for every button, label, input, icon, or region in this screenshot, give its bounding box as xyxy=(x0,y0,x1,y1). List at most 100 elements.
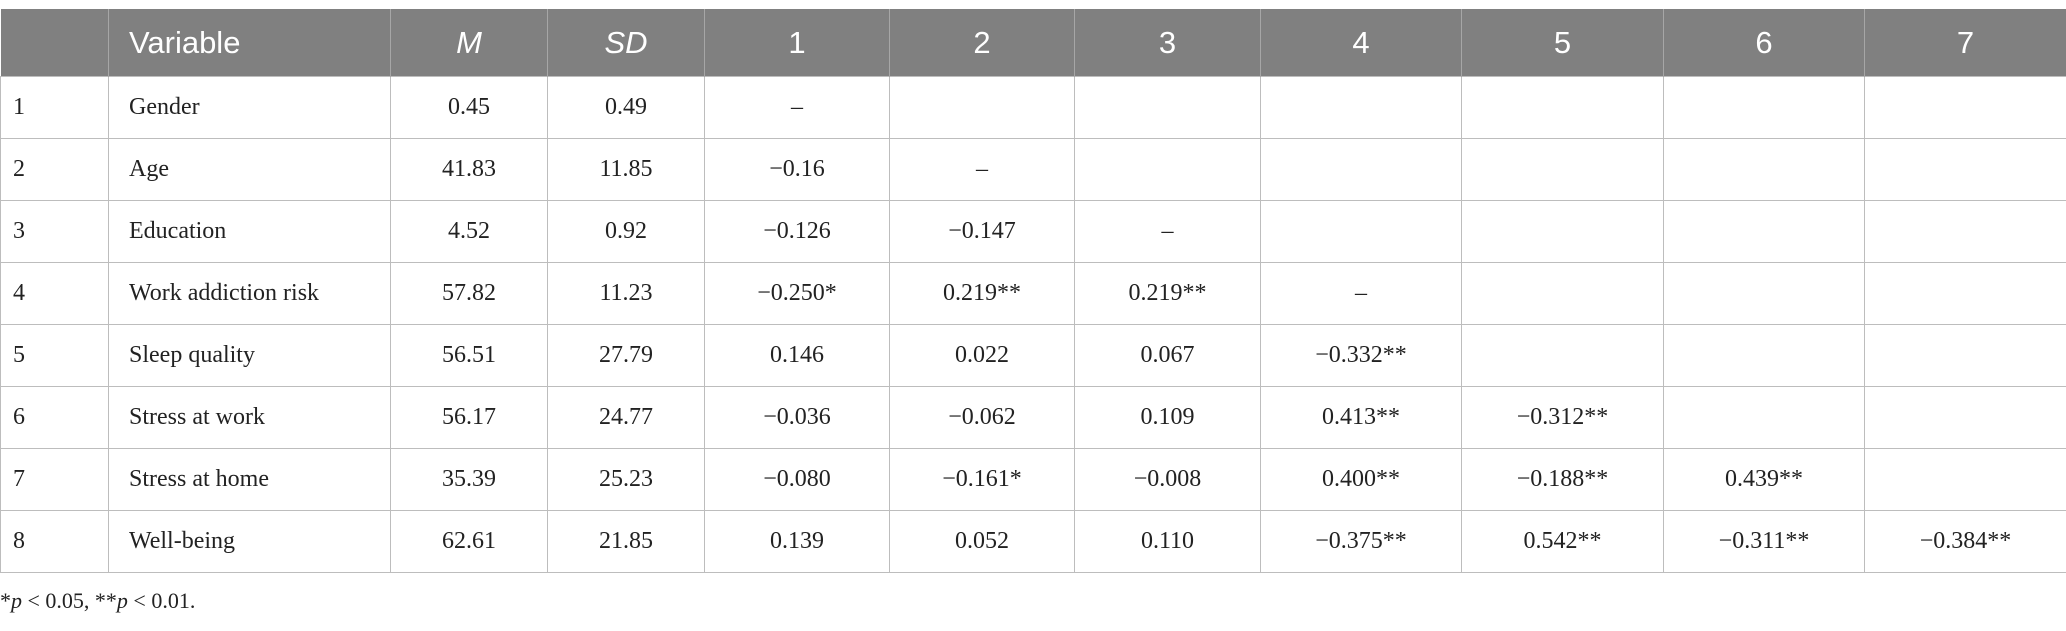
header-cell: 3 xyxy=(1074,9,1261,77)
empty-cell xyxy=(1461,324,1664,387)
table-cell: 35.39 xyxy=(390,448,548,511)
table-cell: Work addiction risk xyxy=(108,262,391,325)
table-cell: −0.384** xyxy=(1864,510,2066,573)
empty-cell xyxy=(1663,262,1865,325)
table-row: 5 Sleep quality 56.51 27.79 0.146 0.022 0.067−… xyxy=(0,324,2066,387)
empty-cell xyxy=(1461,138,1664,201)
table-cell: 56.51 xyxy=(390,324,548,387)
header-cell: SD xyxy=(547,9,705,77)
table-cell: 0.219** xyxy=(1074,262,1261,325)
header-cell: 2 xyxy=(889,9,1075,77)
footnote-part: p xyxy=(11,588,22,613)
table-cell: 11.85 xyxy=(547,138,705,201)
footnote-part: p xyxy=(116,588,128,613)
empty-cell xyxy=(1864,200,2066,263)
table-cell: Gender xyxy=(108,76,391,139)
table-row: 2 Age 41.83 11.85 −0.16– xyxy=(0,138,2066,201)
empty-cell xyxy=(1461,200,1664,263)
table-cell: −0.126 xyxy=(704,200,890,263)
correlation-table: Variable M SD 1 2 3 4 5 6 7 1 Gender 0.45 0.49–2 Age 4… xyxy=(0,9,2066,573)
table-cell: −0.062 xyxy=(889,386,1075,449)
table-cell: 21.85 xyxy=(547,510,705,573)
empty-cell xyxy=(1461,76,1664,139)
table-cell: Education xyxy=(108,200,391,263)
header-cell: Variable xyxy=(108,9,391,77)
table-cell: −0.16 xyxy=(704,138,890,201)
table-cell: 0.139 xyxy=(704,510,890,573)
table-cell: 6 xyxy=(0,386,109,449)
footnote: *p < 0.05, **p < 0.01. xyxy=(0,588,195,614)
empty-cell xyxy=(1864,76,2066,139)
empty-cell xyxy=(1461,262,1664,325)
empty-cell xyxy=(1663,200,1865,263)
table-row: 8 Well-being 62.61 21.85 0.139 0.052 0.110 −0.3… xyxy=(0,510,2066,573)
empty-cell xyxy=(889,76,1075,139)
header-cell: 1 xyxy=(704,9,890,77)
table-cell: 0.067 xyxy=(1074,324,1261,387)
table-body: 1 Gender 0.45 0.49–2 Age 41.83 11.85 −0.16–3 Edu… xyxy=(0,76,2066,573)
empty-cell xyxy=(1260,200,1462,263)
table-cell: Age xyxy=(108,138,391,201)
empty-cell xyxy=(1864,324,2066,387)
empty-cell xyxy=(1864,262,2066,325)
table-cell: 57.82 xyxy=(390,262,548,325)
table-cell: −0.036 xyxy=(704,386,890,449)
table-cell: Stress at work xyxy=(108,386,391,449)
table-cell: Stress at home xyxy=(108,448,391,511)
footnote-part: * xyxy=(0,588,11,613)
table-cell: −0.311** xyxy=(1663,510,1865,573)
table-cell: 0.400** xyxy=(1260,448,1462,511)
table-cell: −0.250* xyxy=(704,262,890,325)
table-row: 1 Gender 0.45 0.49– xyxy=(0,76,2066,139)
table-cell: 7 xyxy=(0,448,109,511)
table-cell: 0.110 xyxy=(1074,510,1261,573)
table-cell: −0.147 xyxy=(889,200,1075,263)
table-cell: −0.332** xyxy=(1260,324,1462,387)
table-cell: 1 xyxy=(0,76,109,139)
table-cell: 0.439** xyxy=(1663,448,1865,511)
empty-cell xyxy=(1864,448,2066,511)
empty-cell xyxy=(1864,386,2066,449)
table-cell: 0.49 xyxy=(547,76,705,139)
table-cell: 0.052 xyxy=(889,510,1075,573)
table-cell: 0.92 xyxy=(547,200,705,263)
table-cell: – xyxy=(889,138,1075,201)
table-cell: – xyxy=(1260,262,1462,325)
table-cell: 41.83 xyxy=(390,138,548,201)
table-cell: −0.080 xyxy=(704,448,890,511)
empty-cell xyxy=(1663,386,1865,449)
empty-cell xyxy=(1663,138,1865,201)
footnote-part: < 0.01. xyxy=(127,588,196,613)
header-row: Variable M SD 1 2 3 4 5 6 7 xyxy=(0,9,2066,77)
table-cell: −0.188** xyxy=(1461,448,1664,511)
table-row: 7 Stress at home 35.39 25.23 −0.080 −0.161* −0… xyxy=(0,448,2066,511)
table-cell: −0.375** xyxy=(1260,510,1462,573)
table-cell: 0.45 xyxy=(390,76,548,139)
table-cell: 5 xyxy=(0,324,109,387)
table-cell: – xyxy=(704,76,890,139)
header-cell: 7 xyxy=(1864,9,2066,77)
table-row: 6 Stress at work 56.17 24.77 −0.036 −0.062 0.1… xyxy=(0,386,2066,449)
table-cell: −0.161* xyxy=(889,448,1075,511)
empty-cell xyxy=(1864,138,2066,201)
table-cell: −0.008 xyxy=(1074,448,1261,511)
table-cell: 0.146 xyxy=(704,324,890,387)
header-cell: 5 xyxy=(1461,9,1664,77)
table-cell: 3 xyxy=(0,200,109,263)
footnote-part: < 0.05, ** xyxy=(22,588,117,613)
table-cell: 25.23 xyxy=(547,448,705,511)
table-cell: 0.542** xyxy=(1461,510,1664,573)
table-cell: 0.022 xyxy=(889,324,1075,387)
header-cell: 6 xyxy=(1663,9,1865,77)
table-cell: 24.77 xyxy=(547,386,705,449)
header-cell: M xyxy=(390,9,548,77)
empty-cell xyxy=(1260,76,1462,139)
table-cell: 4.52 xyxy=(390,200,548,263)
table-cell: −0.312** xyxy=(1461,386,1664,449)
table-cell: 11.23 xyxy=(547,262,705,325)
table-cell: 0.219** xyxy=(889,262,1075,325)
table-cell: Sleep quality xyxy=(108,324,391,387)
empty-cell xyxy=(1260,138,1462,201)
header-cell xyxy=(0,9,109,77)
